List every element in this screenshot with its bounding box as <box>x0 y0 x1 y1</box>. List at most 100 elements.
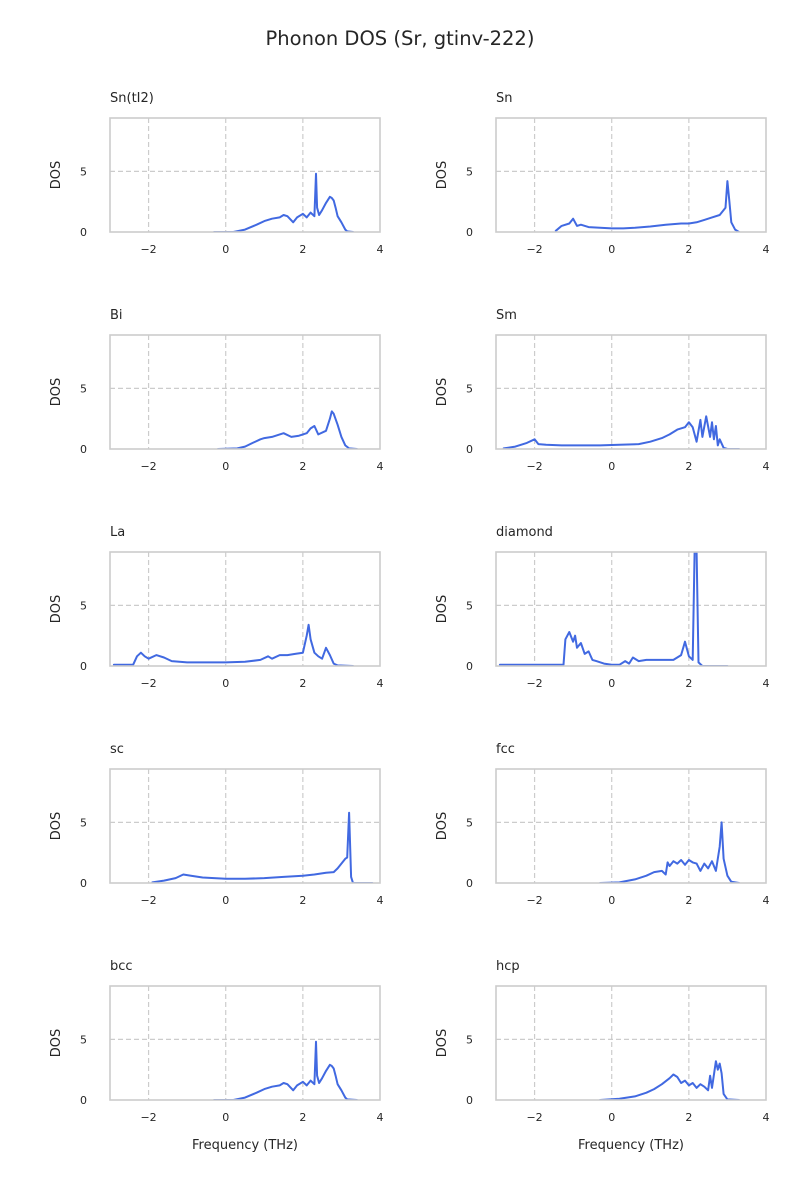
panel-9-xtick-label-2: 2 <box>685 1111 692 1124</box>
panel-5-title: diamond <box>496 525 553 540</box>
panel-0-xtick-label-3: 4 <box>377 243 384 256</box>
panel-8-ytick-label-0: 0 <box>80 1094 87 1107</box>
panel-8-xlabel: Frequency (THz) <box>192 1138 298 1153</box>
panel-9-xtick-label-0: −2 <box>526 1111 542 1124</box>
panel-4-xtick-label-0: −2 <box>140 677 156 690</box>
panel-7-xtick-label-3: 4 <box>763 894 770 907</box>
panel-6-dos-line-0 <box>151 811 374 883</box>
panel-3-xtick-label-1: 0 <box>608 460 615 473</box>
panel-1-ylabel: DOS <box>435 161 450 190</box>
panel-1-dos-line-0 <box>554 180 740 232</box>
panel-4-xtick-label-3: 4 <box>377 677 384 690</box>
panel-9: −2 0 2 4 0 5 hcp DOS Frequency (THz) <box>435 959 770 1153</box>
panel-8-dos-line-0 <box>213 1040 358 1100</box>
panel-6-xtick-label-2: 2 <box>299 894 306 907</box>
panel-7-dos-line-0 <box>599 821 740 883</box>
panel-5-axes-frame <box>495 551 767 667</box>
panel-0: −2 0 2 4 0 5 Sn(tI2) DOS <box>49 91 384 256</box>
panel-8-xtick-label-3: 4 <box>377 1111 384 1124</box>
panel-1-axes-frame <box>495 117 767 233</box>
panel-8-axes-frame <box>109 985 381 1101</box>
panel-8-ylabel: DOS <box>49 1029 64 1058</box>
panel-9-xtick-label-3: 4 <box>763 1111 770 1124</box>
panel-6-ytick-label-1: 5 <box>80 816 87 829</box>
panels-grid: −2 0 2 4 0 5 Sn(tI2) DOS −2 0 2 4 0 5 Sn DOS −2 0 2 4 0 5 Bi DO… <box>49 91 770 1153</box>
panel-5-xtick-label-2: 2 <box>685 677 692 690</box>
panel-7-xtick-label-0: −2 <box>526 894 542 907</box>
panel-2-ylabel: DOS <box>49 378 64 407</box>
panel-3-xtick-label-2: 2 <box>685 460 692 473</box>
panel-4-axes-frame <box>109 551 381 667</box>
figure-title: Phonon DOS (Sr, gtinv-222) <box>266 27 535 50</box>
panel-3-title: Sm <box>496 308 517 323</box>
panel-6-xtick-label-1: 0 <box>222 894 229 907</box>
panel-4-title: La <box>110 525 125 540</box>
panel-2: −2 0 2 4 0 5 Bi DOS <box>49 308 384 473</box>
panel-7-xtick-label-2: 2 <box>685 894 692 907</box>
panel-0-axes-frame <box>109 117 381 233</box>
panel-1-ytick-label-0: 0 <box>466 226 473 239</box>
panel-3-dos-line-0 <box>502 415 740 449</box>
panel-0-title: Sn(tI2) <box>110 91 154 106</box>
panel-1-title: Sn <box>496 91 513 106</box>
panel-5-dos-line-0 <box>498 552 729 666</box>
panel-2-ytick-label-1: 5 <box>80 382 87 395</box>
panel-1: −2 0 2 4 0 5 Sn DOS <box>435 91 770 256</box>
panel-6-axes-frame <box>109 768 381 884</box>
panel-5-ylabel: DOS <box>435 595 450 624</box>
panel-4-dos-line-0 <box>112 623 354 666</box>
panel-9-xlabel: Frequency (THz) <box>578 1138 684 1153</box>
panel-7-ylabel: DOS <box>435 812 450 841</box>
panel-7-xtick-label-1: 0 <box>608 894 615 907</box>
panel-0-ytick-label-0: 0 <box>80 226 87 239</box>
panel-0-xtick-label-1: 0 <box>222 243 229 256</box>
panel-5-xtick-label-0: −2 <box>526 677 542 690</box>
panel-7-axes-frame <box>495 768 767 884</box>
panel-2-title: Bi <box>110 308 123 323</box>
panel-7-title: fcc <box>496 742 515 757</box>
panel-2-xtick-label-3: 4 <box>377 460 384 473</box>
panel-2-axes-frame <box>109 334 381 450</box>
panel-2-xtick-label-1: 0 <box>222 460 229 473</box>
panel-1-ytick-label-1: 5 <box>466 165 473 178</box>
panel-3-ytick-label-1: 5 <box>466 382 473 395</box>
panel-0-dos-line-0 <box>213 172 354 232</box>
panel-0-xtick-label-2: 2 <box>299 243 306 256</box>
panel-8: −2 0 2 4 0 5 bcc DOS Frequency (THz) <box>49 959 384 1153</box>
panel-6: −2 0 2 4 0 5 sc DOS <box>49 742 384 907</box>
panel-9-dos-line-0 <box>599 1060 740 1100</box>
panel-3-ylabel: DOS <box>435 378 450 407</box>
panel-9-ytick-label-1: 5 <box>466 1033 473 1046</box>
panel-4-ytick-label-1: 5 <box>80 599 87 612</box>
panel-3-axes-frame <box>495 334 767 450</box>
panel-5-xtick-label-3: 4 <box>763 677 770 690</box>
panel-3-xtick-label-0: −2 <box>526 460 542 473</box>
panel-1-xtick-label-1: 0 <box>608 243 615 256</box>
panel-5-ytick-label-1: 5 <box>466 599 473 612</box>
panel-1-xtick-label-2: 2 <box>685 243 692 256</box>
panel-9-ylabel: DOS <box>435 1029 450 1058</box>
panel-5: −2 0 2 4 0 5 diamond DOS <box>435 525 770 690</box>
panel-0-ytick-label-1: 5 <box>80 165 87 178</box>
panel-4: −2 0 2 4 0 5 La DOS <box>49 525 384 690</box>
panel-8-ytick-label-1: 5 <box>80 1033 87 1046</box>
panel-4-ytick-label-0: 0 <box>80 660 87 673</box>
panel-0-xtick-label-0: −2 <box>140 243 156 256</box>
panel-4-xtick-label-2: 2 <box>299 677 306 690</box>
panel-9-axes-frame <box>495 985 767 1101</box>
panel-5-xtick-label-1: 0 <box>608 677 615 690</box>
panel-0-ylabel: DOS <box>49 161 64 190</box>
panel-4-xtick-label-1: 0 <box>222 677 229 690</box>
panel-9-xtick-label-1: 0 <box>608 1111 615 1124</box>
panel-5-ytick-label-0: 0 <box>466 660 473 673</box>
panel-1-xtick-label-3: 4 <box>763 243 770 256</box>
panel-6-xtick-label-0: −2 <box>140 894 156 907</box>
panel-7-ytick-label-0: 0 <box>466 877 473 890</box>
panel-8-xtick-label-1: 0 <box>222 1111 229 1124</box>
panel-3-xtick-label-3: 4 <box>763 460 770 473</box>
panel-1-xtick-label-0: −2 <box>526 243 542 256</box>
panel-3: −2 0 2 4 0 5 Sm DOS <box>435 308 770 473</box>
panel-2-xtick-label-0: −2 <box>140 460 156 473</box>
panel-6-ylabel: DOS <box>49 812 64 841</box>
